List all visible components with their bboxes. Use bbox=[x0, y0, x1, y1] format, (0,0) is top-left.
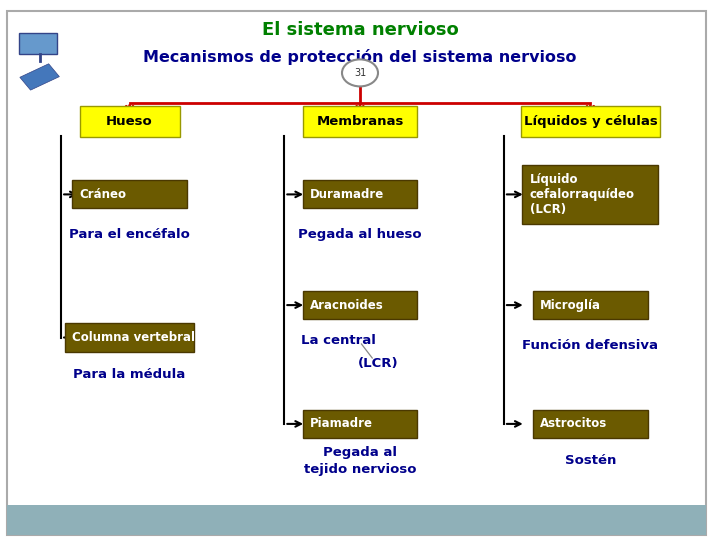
FancyBboxPatch shape bbox=[79, 106, 180, 137]
Text: Mecanismos de protección del sistema nervioso: Mecanismos de protección del sistema ner… bbox=[143, 49, 577, 65]
Text: Cráneo: Cráneo bbox=[79, 188, 127, 201]
Text: Líquidos y células: Líquidos y células bbox=[523, 115, 657, 128]
Text: Membranas: Membranas bbox=[316, 115, 404, 128]
Text: El sistema nervioso: El sistema nervioso bbox=[261, 21, 459, 39]
Bar bbox=[19, 33, 57, 54]
Text: Pegada al
tejido nervioso: Pegada al tejido nervioso bbox=[304, 446, 416, 476]
Text: La central: La central bbox=[301, 334, 376, 347]
FancyBboxPatch shape bbox=[533, 410, 648, 438]
Text: Sostén: Sostén bbox=[564, 454, 616, 467]
FancyBboxPatch shape bbox=[72, 180, 187, 208]
Text: Para el encéfalo: Para el encéfalo bbox=[69, 228, 190, 241]
FancyBboxPatch shape bbox=[522, 165, 658, 224]
FancyBboxPatch shape bbox=[302, 291, 418, 319]
FancyBboxPatch shape bbox=[302, 410, 418, 438]
FancyArrow shape bbox=[20, 64, 59, 90]
Text: Aracnoides: Aracnoides bbox=[310, 299, 384, 312]
Text: Hueso: Hueso bbox=[107, 115, 153, 128]
Text: 31: 31 bbox=[354, 68, 366, 78]
FancyBboxPatch shape bbox=[302, 106, 418, 137]
Text: Columna vertebral: Columna vertebral bbox=[72, 331, 195, 344]
Text: Líquido
cefalorraquídeo
(LCR): Líquido cefalorraquídeo (LCR) bbox=[529, 173, 634, 216]
FancyBboxPatch shape bbox=[521, 106, 660, 137]
Text: Microglía: Microglía bbox=[540, 299, 601, 312]
Text: Duramadre: Duramadre bbox=[310, 188, 384, 201]
FancyBboxPatch shape bbox=[7, 11, 706, 535]
Text: Astrocitos: Astrocitos bbox=[540, 417, 608, 430]
Text: Para la médula: Para la médula bbox=[73, 368, 186, 381]
Circle shape bbox=[342, 59, 378, 86]
FancyBboxPatch shape bbox=[302, 180, 418, 208]
Text: Piamadre: Piamadre bbox=[310, 417, 373, 430]
Text: (LCR): (LCR) bbox=[358, 357, 398, 370]
Text: Pegada al hueso: Pegada al hueso bbox=[298, 228, 422, 241]
FancyBboxPatch shape bbox=[65, 323, 194, 352]
FancyBboxPatch shape bbox=[533, 291, 648, 319]
Bar bbox=[7, 505, 706, 535]
Text: Función defensiva: Función defensiva bbox=[523, 339, 658, 352]
